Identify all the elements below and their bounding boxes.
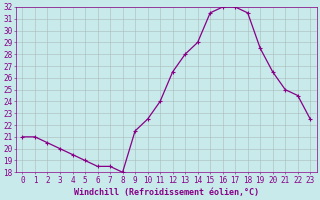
X-axis label: Windchill (Refroidissement éolien,°C): Windchill (Refroidissement éolien,°C)	[74, 188, 259, 197]
